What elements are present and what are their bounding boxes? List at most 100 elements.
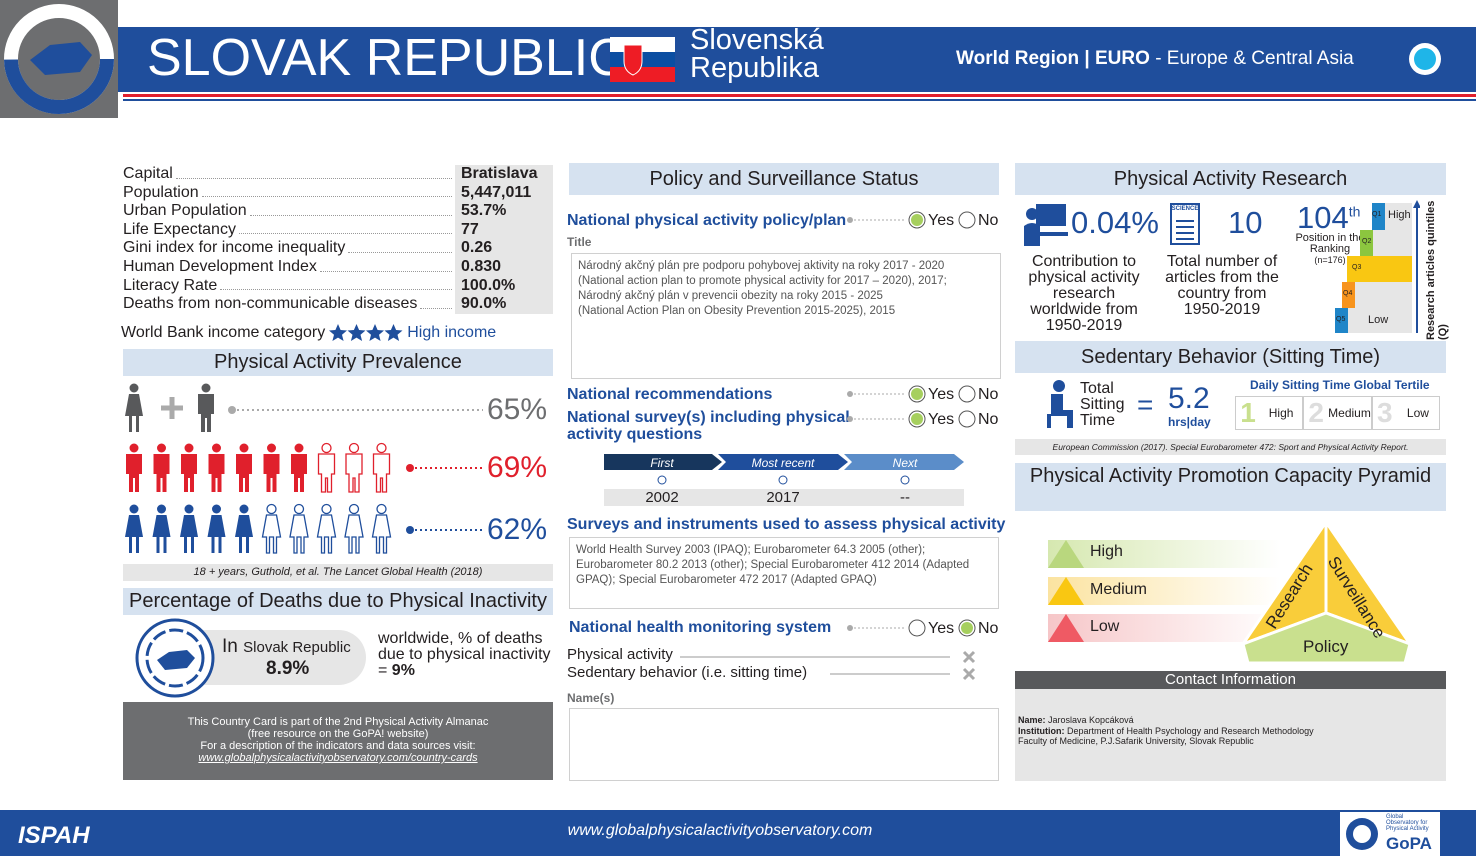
- text: Institution: Department of Health Psycho…: [1018, 726, 1446, 737]
- income: World Bank income category High income: [121, 324, 496, 342]
- person-icon: [235, 504, 253, 553]
- almanac-note: This Country Card is part of the 2nd Phy…: [123, 702, 553, 780]
- text: Observatory for: [1386, 820, 1428, 826]
- text: (free resource on the GoPA! website): [247, 728, 429, 740]
- deaths-worldwide: worldwide, % of deaths due to physical i…: [378, 631, 558, 679]
- quintile: Q4: [1343, 290, 1353, 297]
- text: [1342, 282, 1355, 308]
- yes-no-marks: [847, 211, 976, 637]
- prevalence-value: 69%: [487, 451, 548, 484]
- person-body: [198, 394, 214, 432]
- fact-label: Gini index for income inequality: [123, 239, 346, 257]
- section-title: Physical Activity Research: [1015, 163, 1446, 195]
- fact-row: Population 5,447,011: [123, 183, 553, 203]
- section-title: Policy and Surveillance Status: [569, 163, 999, 195]
- radio-fill: [911, 413, 923, 425]
- leader-dot: [847, 416, 853, 422]
- text: This Country Card is part of the 2nd Phy…: [187, 716, 489, 728]
- person-head: [201, 383, 211, 393]
- pyramid-side: Policy: [1303, 637, 1349, 656]
- person-icon: [198, 383, 214, 432]
- leader-dot: [406, 526, 414, 534]
- person-icon: [125, 383, 143, 432]
- text: Department of Health Psychology and Rese…: [1067, 725, 1314, 736]
- person-icon: [261, 503, 282, 554]
- person-body: [181, 454, 197, 492]
- text: [778, 475, 788, 485]
- person-body: [291, 454, 307, 492]
- text: [718, 454, 848, 470]
- text: [1048, 577, 1280, 605]
- person-icon: [153, 443, 170, 492]
- person-icon: [371, 503, 392, 554]
- text: [347, 324, 366, 341]
- person-icon: [345, 442, 363, 493]
- person-body: [263, 454, 280, 492]
- person-head: [129, 504, 139, 514]
- research-icon: [1024, 204, 1068, 246]
- text: 104: [1297, 200, 1349, 235]
- person-icon: [126, 443, 142, 492]
- person-icon: [263, 443, 280, 492]
- science-label: SCIENCE: [1171, 206, 1199, 212]
- header-band: [118, 27, 1476, 92]
- fact-label-cell: Human Development Index: [123, 258, 455, 277]
- fact-label: Life Expectancy: [123, 220, 236, 238]
- person-icon: [181, 443, 197, 492]
- text: [1373, 230, 1412, 256]
- radio-fill: [961, 622, 973, 634]
- leader-dot: [406, 464, 414, 472]
- person-head: [129, 383, 139, 393]
- person-head: [348, 442, 360, 454]
- text: (National Action Plan on Obesity Prevent…: [578, 305, 896, 317]
- fact-value: 0.830: [455, 257, 553, 277]
- text: [604, 489, 964, 506]
- text: [1036, 204, 1066, 226]
- text: [844, 454, 964, 470]
- fact-label-cell: Deaths from non-communicable diseases: [123, 295, 455, 314]
- fact-row: Capital Bratislava: [123, 165, 553, 184]
- pyramid-level: High: [1090, 543, 1123, 560]
- text: [1048, 577, 1084, 605]
- quintile-axis-label: Research articles quintiles (Q): [1425, 200, 1449, 340]
- person-body: [371, 514, 392, 554]
- yes: Yes: [928, 212, 955, 229]
- text: www.globalphysicalactivityobservatory.co…: [198, 752, 478, 764]
- text: [1176, 220, 1194, 240]
- text: [1385, 203, 1412, 230]
- yes: Yes: [928, 386, 955, 403]
- person-head: [376, 442, 387, 454]
- text: [157, 650, 195, 670]
- text: [1053, 380, 1065, 392]
- radio: [958, 385, 976, 403]
- text: Name: Jaroslava Kopcáková: [1018, 715, 1446, 726]
- person-icon: [291, 443, 307, 492]
- text: [962, 650, 976, 664]
- prevalence-note: 18 + years, Guthold, et al. The Lancet G…: [123, 564, 553, 581]
- person-body: [125, 515, 143, 553]
- text: Slovenská: [690, 24, 824, 56]
- prevalence-figures: [125, 383, 483, 554]
- text: [1170, 203, 1200, 245]
- person-head: [293, 503, 305, 515]
- text: [4, 4, 114, 114]
- text: [1048, 540, 1084, 568]
- instruments-text: World Health Survey 2003 (IPAQ); Eurobar…: [569, 537, 999, 609]
- timeline-value: 2017: [766, 489, 800, 506]
- section-title: Physical Activity Prevalence: [123, 349, 553, 376]
- text: GoPA: [1386, 834, 1432, 853]
- radio: [958, 410, 976, 428]
- leader: [319, 258, 452, 272]
- survey-label: National survey(s) including physical ac…: [567, 409, 850, 443]
- text: [1026, 208, 1038, 220]
- flag: [610, 37, 675, 82]
- fact-value: 77: [455, 220, 553, 240]
- fact-label-cell: Gini index for income inequality: [123, 239, 455, 258]
- quintile: Q5: [1336, 316, 1346, 323]
- fact-value: 0.26: [455, 239, 553, 258]
- quintile-low: Low: [1368, 314, 1389, 326]
- text: [900, 475, 910, 485]
- fact-row: Literacy Rate 100.0%: [123, 276, 553, 296]
- text: [1355, 282, 1412, 308]
- no: No: [978, 411, 999, 428]
